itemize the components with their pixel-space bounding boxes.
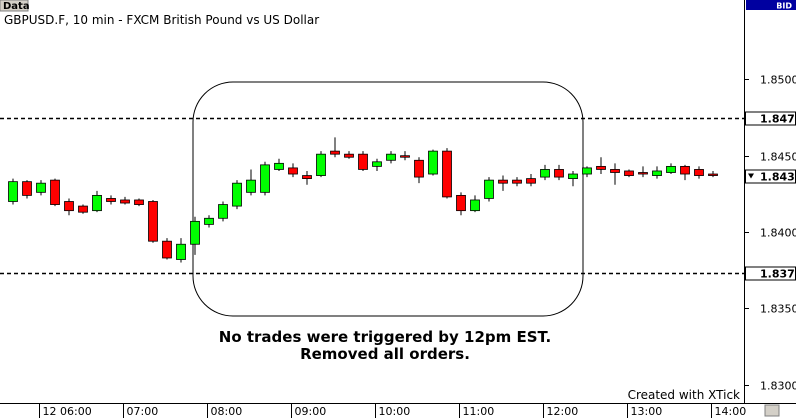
candle-body — [176, 243, 186, 260]
candle-body — [442, 150, 452, 198]
x-tick-label: 10:00 — [379, 405, 411, 418]
candle-body — [596, 165, 606, 170]
candle-body — [638, 172, 648, 175]
candle-body — [316, 153, 326, 176]
candle-body — [386, 153, 396, 161]
corner-icon — [764, 404, 780, 417]
candle-body — [120, 199, 130, 204]
x-tick-label: 09:00 — [295, 405, 327, 418]
chart-title: GBPUSD.F, 10 min - FXCM British Pound vs… — [4, 13, 319, 27]
candle-body — [148, 201, 158, 242]
candle-body — [92, 194, 102, 212]
x-tick-label: 14:00 — [715, 405, 747, 418]
candle-body — [554, 169, 564, 178]
candle-body — [708, 173, 718, 176]
candle-body — [218, 204, 228, 219]
candle-body — [428, 150, 438, 175]
candle-body — [666, 165, 676, 173]
panel-label: Data — [3, 1, 30, 12]
price-label-box — [746, 0, 796, 10]
candle-body — [456, 194, 466, 212]
y-tick-label: 1.8400 — [760, 227, 796, 240]
candle-body — [400, 155, 410, 158]
candle-body — [260, 164, 270, 193]
highlight-box — [192, 81, 584, 317]
y-tick-label: 1.8300 — [760, 380, 796, 393]
candle-body — [162, 240, 172, 259]
candle-body — [484, 179, 494, 199]
level-label: 1.8475 — [760, 113, 796, 126]
candle-body — [414, 159, 424, 178]
y-tick-label: 1.8450 — [760, 151, 796, 164]
candle-body — [568, 173, 578, 180]
candle-body — [582, 167, 592, 175]
last-price-label: 1.8437 — [760, 171, 796, 184]
candle-body — [540, 169, 550, 178]
candle-body — [8, 181, 18, 202]
candle-body — [246, 179, 256, 193]
annotation: No trades were triggered by 12pm EST. — [219, 328, 551, 346]
candle-body — [680, 165, 690, 175]
candle-body — [50, 179, 60, 205]
y-tick-label: 1.8500 — [760, 74, 796, 87]
candle-body — [624, 170, 634, 176]
candle-body — [512, 179, 522, 184]
candle-body — [330, 150, 340, 155]
price-label: BID — [776, 2, 792, 11]
x-tick-label: 08:00 — [211, 405, 243, 418]
candle-body — [610, 169, 620, 173]
level-label: 1.8373 — [760, 268, 796, 281]
candle-body — [204, 217, 214, 225]
panel-label-box — [0, 0, 29, 12]
candle-body — [302, 175, 312, 180]
x-tick-label: 07:00 — [127, 405, 159, 418]
candle-body — [652, 170, 662, 176]
x-tick-label: 12 06:00 — [43, 405, 92, 418]
candle-body — [78, 205, 88, 213]
candle-body — [372, 161, 382, 167]
annotation: Removed all orders. — [300, 345, 470, 363]
candle-body — [134, 199, 144, 205]
candle-body — [288, 167, 298, 175]
candle-body — [232, 182, 242, 207]
candle-body — [344, 153, 354, 158]
candle-body — [64, 201, 74, 212]
candle-body — [470, 199, 480, 212]
x-tick-label: 13:00 — [631, 405, 663, 418]
candle-body — [22, 181, 32, 196]
candle-body — [274, 162, 284, 170]
candle-body — [526, 178, 536, 184]
credit: Created with XTick — [628, 388, 740, 402]
candle-body — [498, 179, 508, 184]
candle-body — [358, 153, 368, 170]
last-price-arrow — [748, 173, 754, 179]
y-tick-label: 1.8350 — [760, 303, 796, 316]
x-tick-label: 11:00 — [463, 405, 495, 418]
candle-body — [694, 169, 704, 176]
candle-body — [190, 220, 200, 245]
candle-body — [106, 198, 116, 202]
x-tick-label: 12:00 — [547, 405, 579, 418]
candle-body — [36, 182, 46, 193]
